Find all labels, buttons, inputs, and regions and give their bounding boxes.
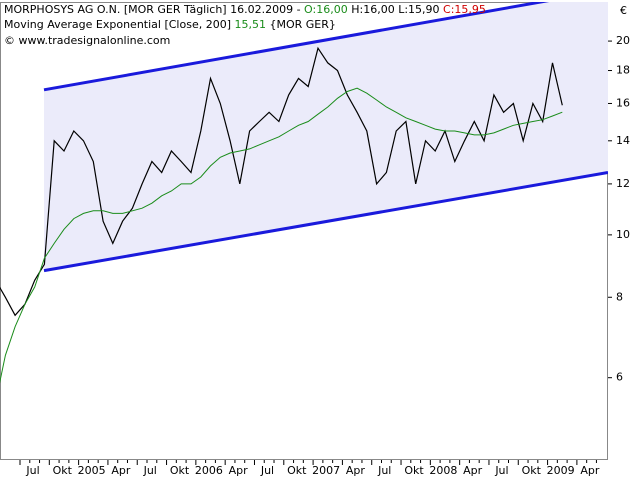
indicator-symbol: {MOR GER} — [270, 18, 336, 31]
y-tick-label: 12 — [616, 177, 630, 190]
y-tick-label: 14 — [616, 134, 630, 147]
x-tick-label: 2006 — [195, 464, 223, 477]
ema-line — [0, 87, 563, 384]
close: C:15,95 — [443, 3, 486, 16]
y-tick-label: 10 — [616, 228, 630, 241]
x-tick-label: Okt — [404, 464, 424, 477]
x-tick-label: Jul — [25, 464, 39, 477]
x-tick-label: Apr — [346, 464, 366, 477]
x-tick-label: Jul — [377, 464, 391, 477]
x-tick-label: Okt — [53, 464, 73, 477]
x-tick-label: 2005 — [78, 464, 106, 477]
y-tick-label: 16 — [616, 96, 630, 109]
x-tick-label: Jul — [143, 464, 157, 477]
channel-upper — [43, 2, 550, 92]
y-tick-label: 6 — [616, 371, 623, 384]
copyright: © www.tradesignalonline.com — [4, 34, 170, 47]
y-tick-label: 18 — [616, 64, 630, 77]
x-tick-label: 2009 — [547, 464, 575, 477]
y-tick-label: 8 — [616, 290, 623, 303]
currency: € — [620, 4, 627, 17]
high: H:16,00 — [351, 3, 394, 16]
x-tick-label: Apr — [229, 464, 249, 477]
price-line — [0, 46, 563, 317]
x-tick-label: Jul — [260, 464, 274, 477]
x-tick-label: Okt — [170, 464, 190, 477]
axes: 6 8 10 12 14 16 18 20 Jul Okt 2005 Apr Jul Okt 2006 Apr… — [19, 34, 630, 477]
x-tick-label: 2007 — [312, 464, 340, 477]
y-tick-label: 20 — [616, 34, 630, 47]
x-tick-label: 2008 — [429, 464, 457, 477]
indicator-value: 15,51 — [235, 18, 267, 31]
x-tick-label: Okt — [522, 464, 542, 477]
channel-fill — [44, 2, 608, 271]
indicator: Moving Average Exponential [Close, 200] — [4, 18, 231, 31]
symbol-title: MORPHOSYS AG O.N. [MOR GER Täglich] 16.0… — [4, 3, 301, 16]
channel-lower — [43, 171, 608, 273]
x-tick-label: Jul — [494, 464, 508, 477]
plot — [0, 2, 608, 384]
open: O:16,00 — [304, 3, 348, 16]
x-tick-label: Apr — [111, 464, 131, 477]
header-line-2: Moving Average Exponential [Close, 200] … — [4, 18, 336, 31]
x-tick-label: Apr — [580, 464, 600, 477]
low: L:15,90 — [398, 3, 439, 16]
header-line-1: MORPHOSYS AG O.N. [MOR GER Täglich] 16.0… — [4, 3, 486, 16]
x-tick-label: Okt — [287, 464, 307, 477]
x-tick-label: Apr — [463, 464, 483, 477]
